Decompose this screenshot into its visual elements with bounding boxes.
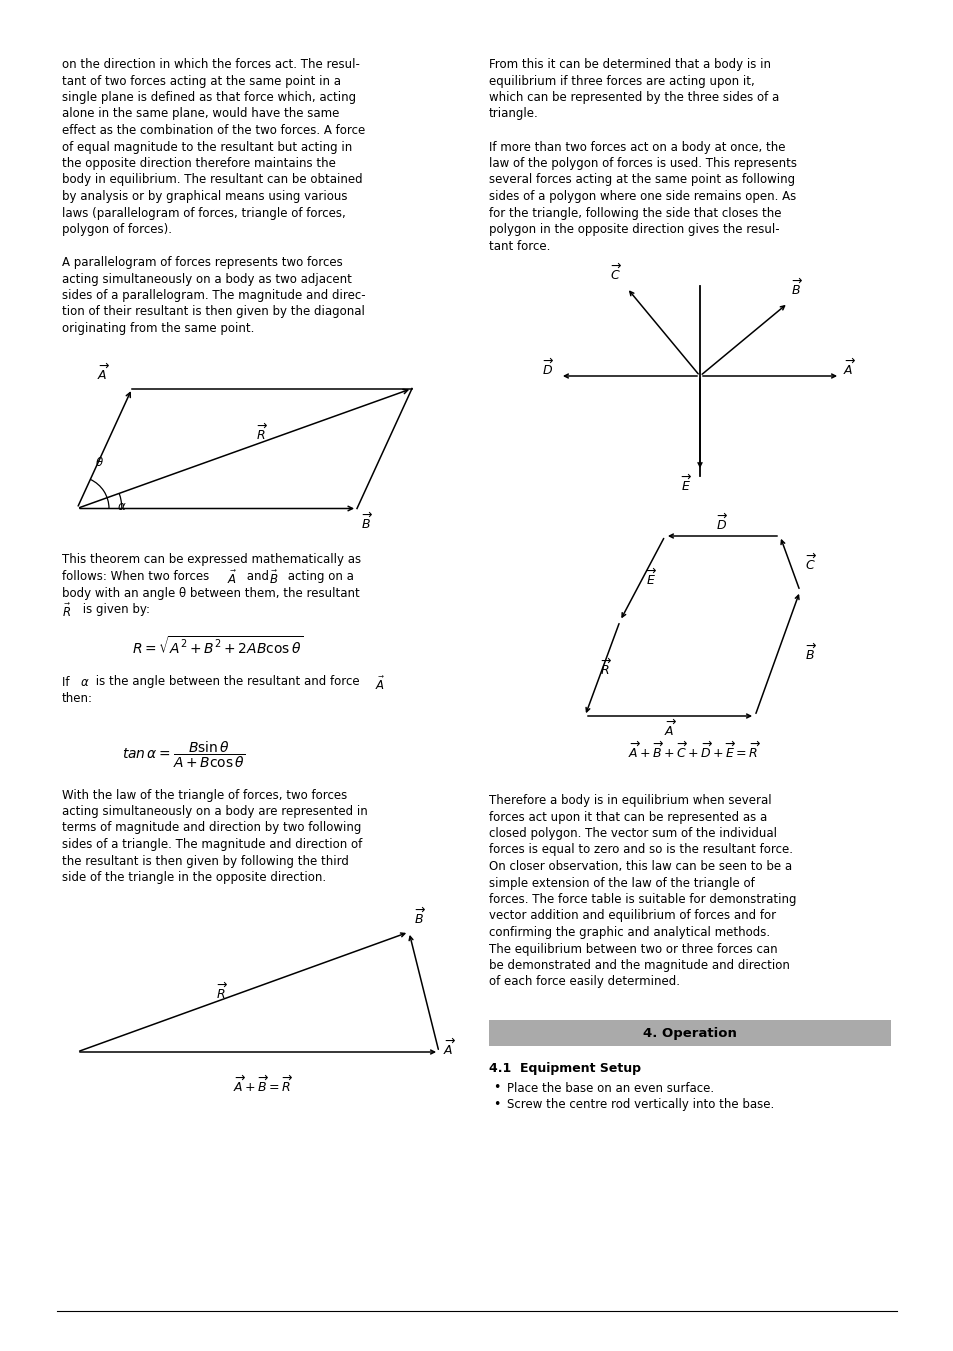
Text: $\overrightarrow{E}$: $\overrightarrow{E}$ bbox=[680, 474, 691, 494]
Bar bbox=[489, 1020, 890, 1046]
Text: $\alpha$: $\alpha$ bbox=[117, 500, 127, 513]
Text: •: • bbox=[493, 1098, 500, 1111]
Text: sides of a polygon where one side remains open. As: sides of a polygon where one side remain… bbox=[489, 190, 796, 203]
Text: If: If bbox=[62, 676, 73, 689]
Text: $\overrightarrow{C}$: $\overrightarrow{C}$ bbox=[804, 553, 817, 573]
Text: 4. Operation: 4. Operation bbox=[642, 1027, 736, 1039]
Text: $\vec{A}$: $\vec{A}$ bbox=[227, 570, 236, 586]
Text: and: and bbox=[243, 570, 273, 584]
Text: alone in the same plane, would have the same: alone in the same plane, would have the … bbox=[62, 108, 339, 120]
Text: $tan\,\alpha = \dfrac{B\sin\theta}{A + B\cos\theta}$: $tan\,\alpha = \dfrac{B\sin\theta}{A + B… bbox=[122, 739, 245, 770]
Text: $\alpha$: $\alpha$ bbox=[80, 676, 90, 689]
Text: $\overrightarrow{A}$: $\overrightarrow{A}$ bbox=[442, 1038, 456, 1058]
Text: forces act upon it that can be represented as a: forces act upon it that can be represent… bbox=[489, 811, 766, 824]
Text: $\overrightarrow{A}$: $\overrightarrow{A}$ bbox=[842, 358, 855, 378]
Text: forces is equal to zero and so is the resultant force.: forces is equal to zero and so is the re… bbox=[489, 843, 792, 857]
Text: equilibrium if three forces are acting upon it,: equilibrium if three forces are acting u… bbox=[489, 74, 754, 88]
Text: $\overrightarrow{R}$: $\overrightarrow{R}$ bbox=[255, 423, 268, 443]
Text: $\theta$: $\theta$ bbox=[95, 457, 104, 470]
Text: $\vec{R}$: $\vec{R}$ bbox=[62, 603, 71, 620]
Text: several forces acting at the same point as following: several forces acting at the same point … bbox=[489, 173, 794, 186]
Text: A parallelogram of forces represents two forces: A parallelogram of forces represents two… bbox=[62, 255, 342, 269]
Text: $\overrightarrow{D}$: $\overrightarrow{D}$ bbox=[542, 358, 555, 378]
Text: tant of two forces acting at the same point in a: tant of two forces acting at the same po… bbox=[62, 74, 340, 88]
Text: The equilibrium between two or three forces can: The equilibrium between two or three for… bbox=[489, 943, 777, 955]
Text: simple extension of the law of the triangle of: simple extension of the law of the trian… bbox=[489, 877, 754, 889]
Text: Place the base on an even surface.: Place the base on an even surface. bbox=[506, 1082, 714, 1094]
Text: is given by:: is given by: bbox=[79, 603, 150, 616]
Text: $\overrightarrow{B}$: $\overrightarrow{B}$ bbox=[804, 643, 817, 663]
Text: $\overrightarrow{R}$: $\overrightarrow{R}$ bbox=[215, 982, 228, 1002]
Text: the resultant is then given by following the third: the resultant is then given by following… bbox=[62, 854, 349, 867]
Text: triangle.: triangle. bbox=[489, 108, 538, 120]
Text: $\overrightarrow{C}$: $\overrightarrow{C}$ bbox=[609, 263, 621, 282]
Text: $\vec{B}$: $\vec{B}$ bbox=[269, 570, 278, 586]
Text: on the direction in which the forces act. The resul-: on the direction in which the forces act… bbox=[62, 58, 359, 72]
Text: $\overrightarrow{D}$: $\overrightarrow{D}$ bbox=[715, 513, 727, 534]
Text: confirming the graphic and analytical methods.: confirming the graphic and analytical me… bbox=[489, 925, 769, 939]
Text: of each force easily determined.: of each force easily determined. bbox=[489, 975, 679, 989]
Text: With the law of the triangle of forces, two forces: With the law of the triangle of forces, … bbox=[62, 789, 347, 801]
Text: is the angle between the resultant and force: is the angle between the resultant and f… bbox=[91, 676, 363, 689]
Text: acting on a: acting on a bbox=[284, 570, 354, 584]
Text: 4.1  Equipment Setup: 4.1 Equipment Setup bbox=[489, 1062, 640, 1075]
Text: $\overrightarrow{A}$: $\overrightarrow{A}$ bbox=[97, 363, 110, 384]
Text: polygon in the opposite direction gives the resul-: polygon in the opposite direction gives … bbox=[489, 223, 779, 236]
Text: single plane is defined as that force which, acting: single plane is defined as that force wh… bbox=[62, 91, 355, 104]
Text: then:: then: bbox=[62, 692, 92, 705]
Text: of equal magnitude to the resultant but acting in: of equal magnitude to the resultant but … bbox=[62, 141, 352, 154]
Text: $\overrightarrow{E}$: $\overrightarrow{E}$ bbox=[645, 567, 657, 588]
Text: acting simultaneously on a body are represented in: acting simultaneously on a body are repr… bbox=[62, 805, 367, 817]
Text: polygon of forces).: polygon of forces). bbox=[62, 223, 172, 236]
Text: be demonstrated and the magnitude and direction: be demonstrated and the magnitude and di… bbox=[489, 959, 789, 971]
Text: originating from the same point.: originating from the same point. bbox=[62, 322, 254, 335]
Text: On closer observation, this law can be seen to be a: On closer observation, this law can be s… bbox=[489, 861, 791, 873]
Text: acting simultaneously on a body as two adjacent: acting simultaneously on a body as two a… bbox=[62, 273, 352, 285]
Text: $R = \sqrt{A^2 + B^2 + 2AB\cos\theta}$: $R = \sqrt{A^2 + B^2 + 2AB\cos\theta}$ bbox=[132, 635, 303, 658]
Text: Therefore a body is in equilibrium when several: Therefore a body is in equilibrium when … bbox=[489, 794, 771, 807]
Text: follows: When two forces: follows: When two forces bbox=[62, 570, 213, 584]
Text: closed polygon. The vector sum of the individual: closed polygon. The vector sum of the in… bbox=[489, 827, 776, 840]
Text: terms of magnitude and direction by two following: terms of magnitude and direction by two … bbox=[62, 821, 361, 835]
Text: sides of a parallelogram. The magnitude and direc-: sides of a parallelogram. The magnitude … bbox=[62, 289, 365, 303]
Text: effect as the combination of the two forces. A force: effect as the combination of the two for… bbox=[62, 124, 365, 136]
Text: by analysis or by graphical means using various: by analysis or by graphical means using … bbox=[62, 190, 347, 203]
Text: $\overrightarrow{A}$: $\overrightarrow{A}$ bbox=[663, 719, 676, 739]
Text: side of the triangle in the opposite direction.: side of the triangle in the opposite dir… bbox=[62, 871, 326, 884]
Text: $\overrightarrow{B}$: $\overrightarrow{B}$ bbox=[790, 278, 802, 299]
Text: Screw the centre rod vertically into the base.: Screw the centre rod vertically into the… bbox=[506, 1098, 774, 1111]
Text: tion of their resultant is then given by the diagonal: tion of their resultant is then given by… bbox=[62, 305, 364, 319]
Text: forces. The force table is suitable for demonstrating: forces. The force table is suitable for … bbox=[489, 893, 796, 907]
Text: vector addition and equilibrium of forces and for: vector addition and equilibrium of force… bbox=[489, 909, 776, 923]
Text: body with an angle θ between them, the resultant: body with an angle θ between them, the r… bbox=[62, 586, 359, 600]
Text: body in equilibrium. The resultant can be obtained: body in equilibrium. The resultant can b… bbox=[62, 173, 362, 186]
Text: for the triangle, following the side that closes the: for the triangle, following the side tha… bbox=[489, 207, 781, 219]
Text: $\overrightarrow{A}+\overrightarrow{B}=\overrightarrow{R}$: $\overrightarrow{A}+\overrightarrow{B}=\… bbox=[233, 1074, 294, 1094]
Text: •: • bbox=[493, 1082, 500, 1094]
Text: $\vec{A}$: $\vec{A}$ bbox=[375, 676, 384, 693]
Text: $\overrightarrow{B}$: $\overrightarrow{B}$ bbox=[360, 512, 373, 532]
Text: This theorem can be expressed mathematically as: This theorem can be expressed mathematic… bbox=[62, 554, 361, 566]
Text: If more than two forces act on a body at once, the: If more than two forces act on a body at… bbox=[489, 141, 784, 154]
Text: laws (parallelogram of forces, triangle of forces,: laws (parallelogram of forces, triangle … bbox=[62, 207, 345, 219]
Text: $\overrightarrow{A}+\overrightarrow{B}+\overrightarrow{C}+\overrightarrow{D}+\ov: $\overrightarrow{A}+\overrightarrow{B}+\… bbox=[628, 740, 760, 761]
Text: the opposite direction therefore maintains the: the opposite direction therefore maintai… bbox=[62, 157, 335, 170]
Text: tant force.: tant force. bbox=[489, 239, 550, 253]
Text: $\overrightarrow{R}$: $\overrightarrow{R}$ bbox=[599, 658, 612, 678]
Text: $\overrightarrow{B}$: $\overrightarrow{B}$ bbox=[414, 908, 426, 928]
Text: which can be represented by the three sides of a: which can be represented by the three si… bbox=[489, 91, 779, 104]
Text: sides of a triangle. The magnitude and direction of: sides of a triangle. The magnitude and d… bbox=[62, 838, 362, 851]
Text: law of the polygon of forces is used. This represents: law of the polygon of forces is used. Th… bbox=[489, 157, 796, 170]
Text: From this it can be determined that a body is in: From this it can be determined that a bo… bbox=[489, 58, 770, 72]
